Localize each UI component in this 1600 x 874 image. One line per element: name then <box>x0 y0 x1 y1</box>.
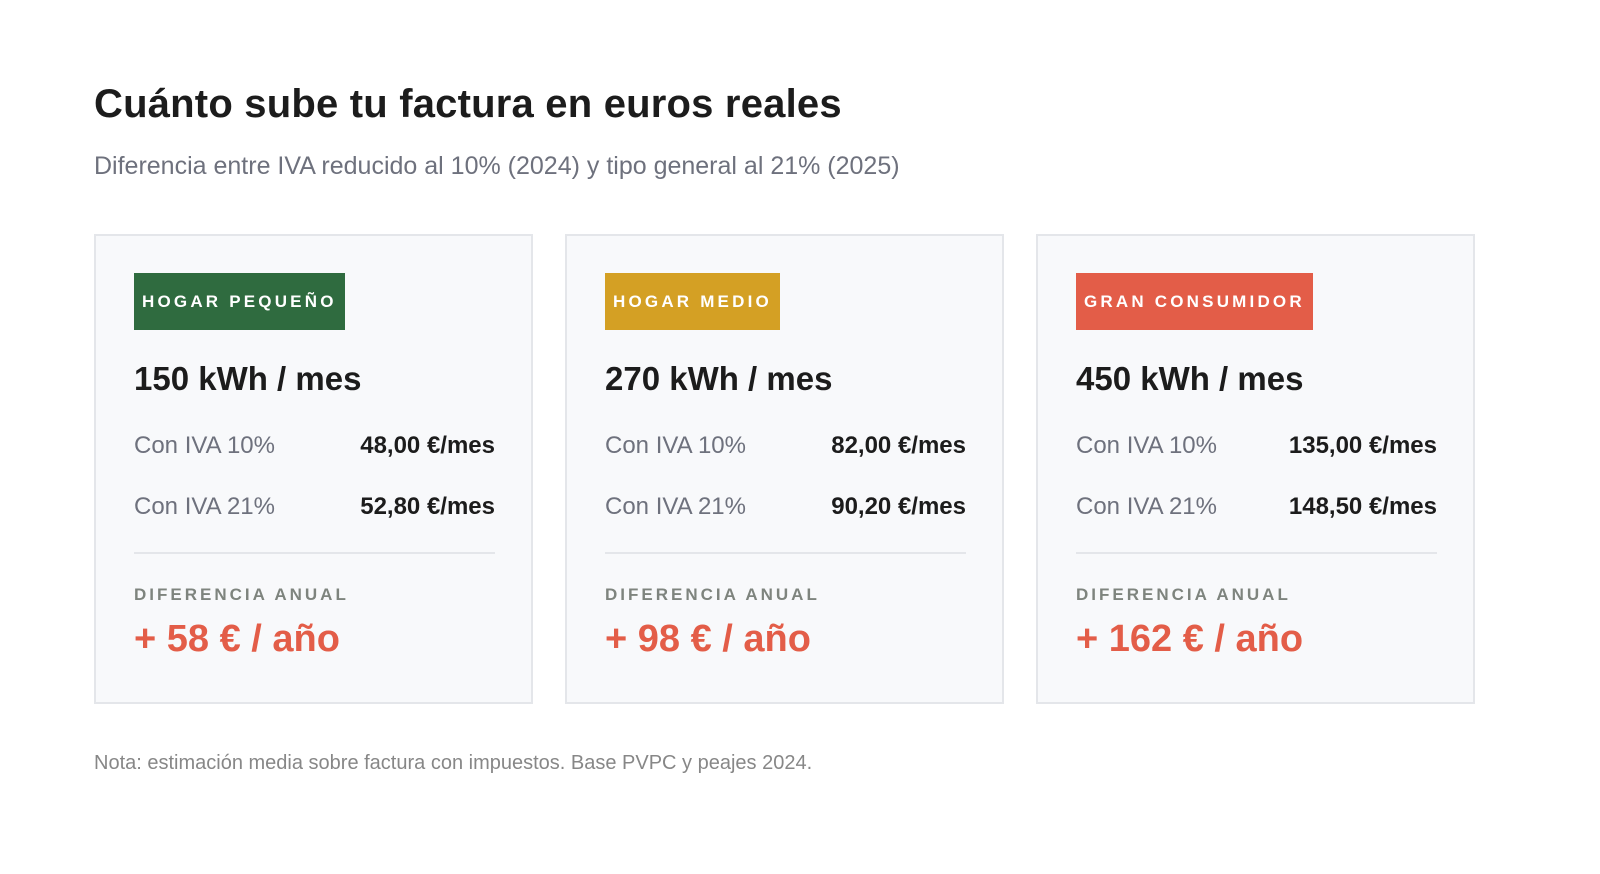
card-hogar-pequeno: HOGAR PEQUEÑO 150 kWh / mes Con IVA 10% … <box>94 234 533 704</box>
category-badge: HOGAR PEQUEÑO <box>134 273 345 330</box>
consumption-value: 450 kWh / mes <box>1076 360 1304 397</box>
category-badge: HOGAR MEDIO <box>605 273 780 330</box>
footnote: Nota: estimación media sobre factura con… <box>94 752 813 774</box>
consumption-value: 150 kWh / mes <box>134 360 362 397</box>
category-badge: GRAN CONSUMIDOR <box>1076 273 1313 330</box>
price-row-iva-21: Con IVA 21% 90,20 €/mes <box>605 493 966 521</box>
price-row-iva-10: Con IVA 10% 48,00 €/mes <box>134 432 495 460</box>
price-row-label: Con IVA 21% <box>134 493 275 520</box>
cards-container: HOGAR PEQUEÑO 150 kWh / mes Con IVA 10% … <box>94 234 1475 704</box>
price-row-iva-21: Con IVA 21% 52,80 €/mes <box>134 493 495 521</box>
annual-difference-label: DIFERENCIA ANUAL <box>1076 585 1291 604</box>
price-row-label: Con IVA 21% <box>1076 493 1217 520</box>
page-title: Cuánto sube tu factura en euros reales <box>94 82 842 126</box>
price-row-value: 135,00 €/mes <box>1288 432 1437 459</box>
annual-difference-label: DIFERENCIA ANUAL <box>134 585 349 604</box>
page-subtitle: Diferencia entre IVA reducido al 10% (20… <box>94 152 900 180</box>
price-row-label: Con IVA 10% <box>1076 432 1217 459</box>
consumption-value: 270 kWh / mes <box>605 360 833 397</box>
price-row-iva-10: Con IVA 10% 82,00 €/mes <box>605 432 966 460</box>
annual-difference-value: + 58 € / año <box>134 618 340 660</box>
divider <box>1076 552 1437 554</box>
price-row-iva-21: Con IVA 21% 148,50 €/mes <box>1076 493 1437 521</box>
divider <box>134 552 495 554</box>
price-row-label: Con IVA 10% <box>134 432 275 459</box>
card-gran-consumidor: GRAN CONSUMIDOR 450 kWh / mes Con IVA 10… <box>1036 234 1475 704</box>
annual-difference-value: + 98 € / año <box>605 618 811 660</box>
price-row-value: 148,50 €/mes <box>1288 493 1437 520</box>
price-row-label: Con IVA 21% <box>605 493 746 520</box>
card-hogar-medio: HOGAR MEDIO 270 kWh / mes Con IVA 10% 82… <box>565 234 1004 704</box>
annual-difference-label: DIFERENCIA ANUAL <box>605 585 820 604</box>
price-row-value: 52,80 €/mes <box>360 493 495 520</box>
annual-difference-value: + 162 € / año <box>1076 618 1304 660</box>
price-row-value: 82,00 €/mes <box>831 432 966 459</box>
price-row-iva-10: Con IVA 10% 135,00 €/mes <box>1076 432 1437 460</box>
divider <box>605 552 966 554</box>
price-row-value: 48,00 €/mes <box>360 432 495 459</box>
price-row-label: Con IVA 10% <box>605 432 746 459</box>
price-row-value: 90,20 €/mes <box>831 493 966 520</box>
